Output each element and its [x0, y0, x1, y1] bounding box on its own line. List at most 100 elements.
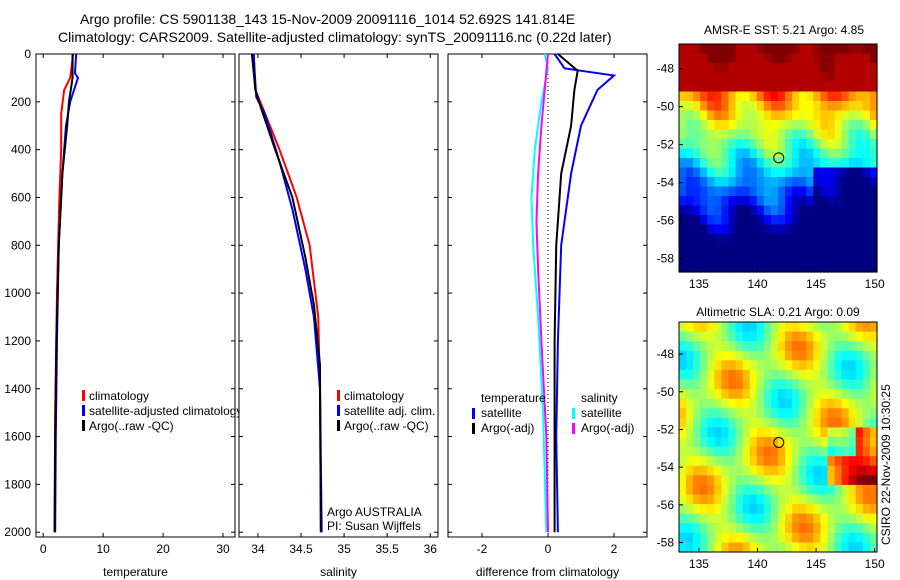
- x-tick-label: 30: [216, 542, 230, 556]
- series-argo-raw-qc-: [250, 53, 322, 533]
- map-1-cell: [686, 513, 694, 524]
- map-1-cell: [693, 532, 701, 544]
- map-1-cell: [714, 398, 723, 409]
- map-0-cell: [714, 243, 723, 254]
- map-0-cell: [813, 72, 822, 83]
- map-1-cell: [756, 456, 765, 467]
- map-1-cell: [756, 465, 765, 476]
- map-1-cell: [707, 350, 715, 361]
- map-1-cell: [770, 341, 779, 352]
- map-0-cell: [728, 101, 737, 112]
- map-1-cell: [735, 523, 744, 534]
- map-1-cell: [742, 542, 751, 553]
- map-1-cell: [841, 389, 850, 400]
- map-0-cell: [735, 72, 744, 83]
- map-0-cell: [841, 139, 850, 150]
- map-1-cell: [714, 484, 723, 496]
- map-1-cell: [792, 532, 800, 544]
- map-1-cell: [869, 504, 878, 515]
- map-0-cell: [848, 120, 857, 131]
- map-1-cell: [855, 494, 864, 505]
- legend-swatch: [472, 423, 475, 434]
- y-tick-label: -52: [657, 138, 675, 152]
- map-1-cell: [756, 437, 765, 448]
- map-1-cell: [792, 389, 800, 400]
- map-0-cell: [841, 120, 850, 131]
- map-0-cell: [869, 196, 878, 207]
- map-0-cell: [848, 167, 857, 178]
- map-0-cell: [721, 167, 730, 178]
- map-1-cell: [855, 360, 864, 371]
- map-1-cell: [799, 350, 807, 361]
- map-0-cell: [862, 120, 871, 131]
- map-0-cell: [799, 186, 807, 197]
- map-0-cell: [742, 253, 751, 264]
- y-tick-label: -56: [657, 214, 675, 228]
- map-1-cell: [679, 446, 687, 457]
- map-0-cell: [679, 196, 687, 207]
- panel-0-axes: [35, 53, 236, 538]
- map-1-cell: [756, 427, 765, 438]
- map-1-cell: [792, 417, 800, 429]
- map-0-cell: [721, 120, 730, 131]
- map-1-cell: [806, 456, 814, 467]
- map-0-cell: [707, 224, 715, 235]
- map-0-cell: [813, 234, 822, 245]
- map-0-cell: [855, 82, 864, 93]
- map-1-cell: [855, 504, 864, 515]
- map-0-cell: [855, 243, 864, 254]
- map-0-cell: [707, 215, 715, 226]
- legend-label: satellite: [581, 406, 622, 420]
- map-0-cell: [813, 158, 822, 169]
- map-0-cell: [721, 72, 730, 83]
- map-1-cell: [700, 465, 708, 476]
- map-1-cell: [721, 341, 730, 352]
- map-0-cell: [827, 196, 836, 207]
- map-0-cell: [728, 139, 737, 150]
- map-1-cell: [700, 331, 708, 342]
- map-0-cell: [721, 91, 730, 102]
- map-1-cell: [806, 465, 814, 476]
- map-1-cell: [756, 484, 765, 496]
- map-0-cell: [686, 101, 694, 112]
- map-0-cell: [813, 196, 822, 207]
- map-1-cell: [707, 379, 715, 390]
- map-0-cell: [834, 158, 843, 169]
- map-1-cell: [749, 504, 758, 515]
- x-tick-label: 140: [747, 277, 767, 291]
- map-0-cell: [862, 82, 871, 93]
- map-0-cell: [742, 129, 751, 140]
- map-0-cell: [869, 110, 878, 121]
- map-0-cell: [686, 167, 694, 178]
- map-1-cell: [742, 513, 751, 524]
- map-0-cell: [813, 262, 822, 273]
- map-1-cell: [728, 408, 737, 419]
- map-1-cell: [735, 379, 744, 390]
- map-0-cell: [848, 72, 857, 83]
- map-0-cell: [785, 196, 793, 207]
- map-0-cell: [792, 120, 800, 131]
- map-0-cell: [827, 205, 836, 216]
- map-0-cell: [742, 53, 751, 64]
- map-1-cell: [693, 369, 701, 381]
- map-0-cell: [707, 186, 715, 197]
- map-0-cell: [679, 253, 687, 264]
- map-0-cell: [679, 82, 687, 93]
- map-0-cell: [799, 120, 807, 131]
- map-0-cell: [841, 91, 850, 102]
- map-0-cell: [869, 139, 878, 150]
- map-0-cell: [785, 158, 793, 169]
- map-0-cell: [869, 243, 878, 254]
- map-0-cell: [770, 101, 779, 112]
- y-tick-label: -58: [657, 536, 675, 550]
- map-0-cell: [735, 186, 744, 197]
- map-1-cell: [792, 369, 800, 381]
- map-0-cell: [855, 101, 864, 112]
- map-0-cell: [778, 215, 786, 226]
- map-0-cell: [820, 53, 829, 64]
- map-1-cell: [749, 437, 758, 448]
- map-0-cell: [862, 129, 871, 140]
- map-1-cell: [763, 322, 772, 333]
- map-1-cell: [806, 475, 814, 486]
- map-1-cell: [756, 494, 765, 505]
